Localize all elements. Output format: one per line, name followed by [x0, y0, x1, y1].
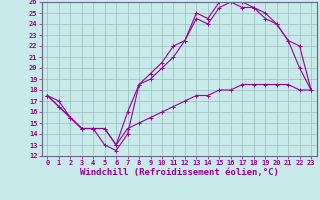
X-axis label: Windchill (Refroidissement éolien,°C): Windchill (Refroidissement éolien,°C)	[80, 168, 279, 177]
